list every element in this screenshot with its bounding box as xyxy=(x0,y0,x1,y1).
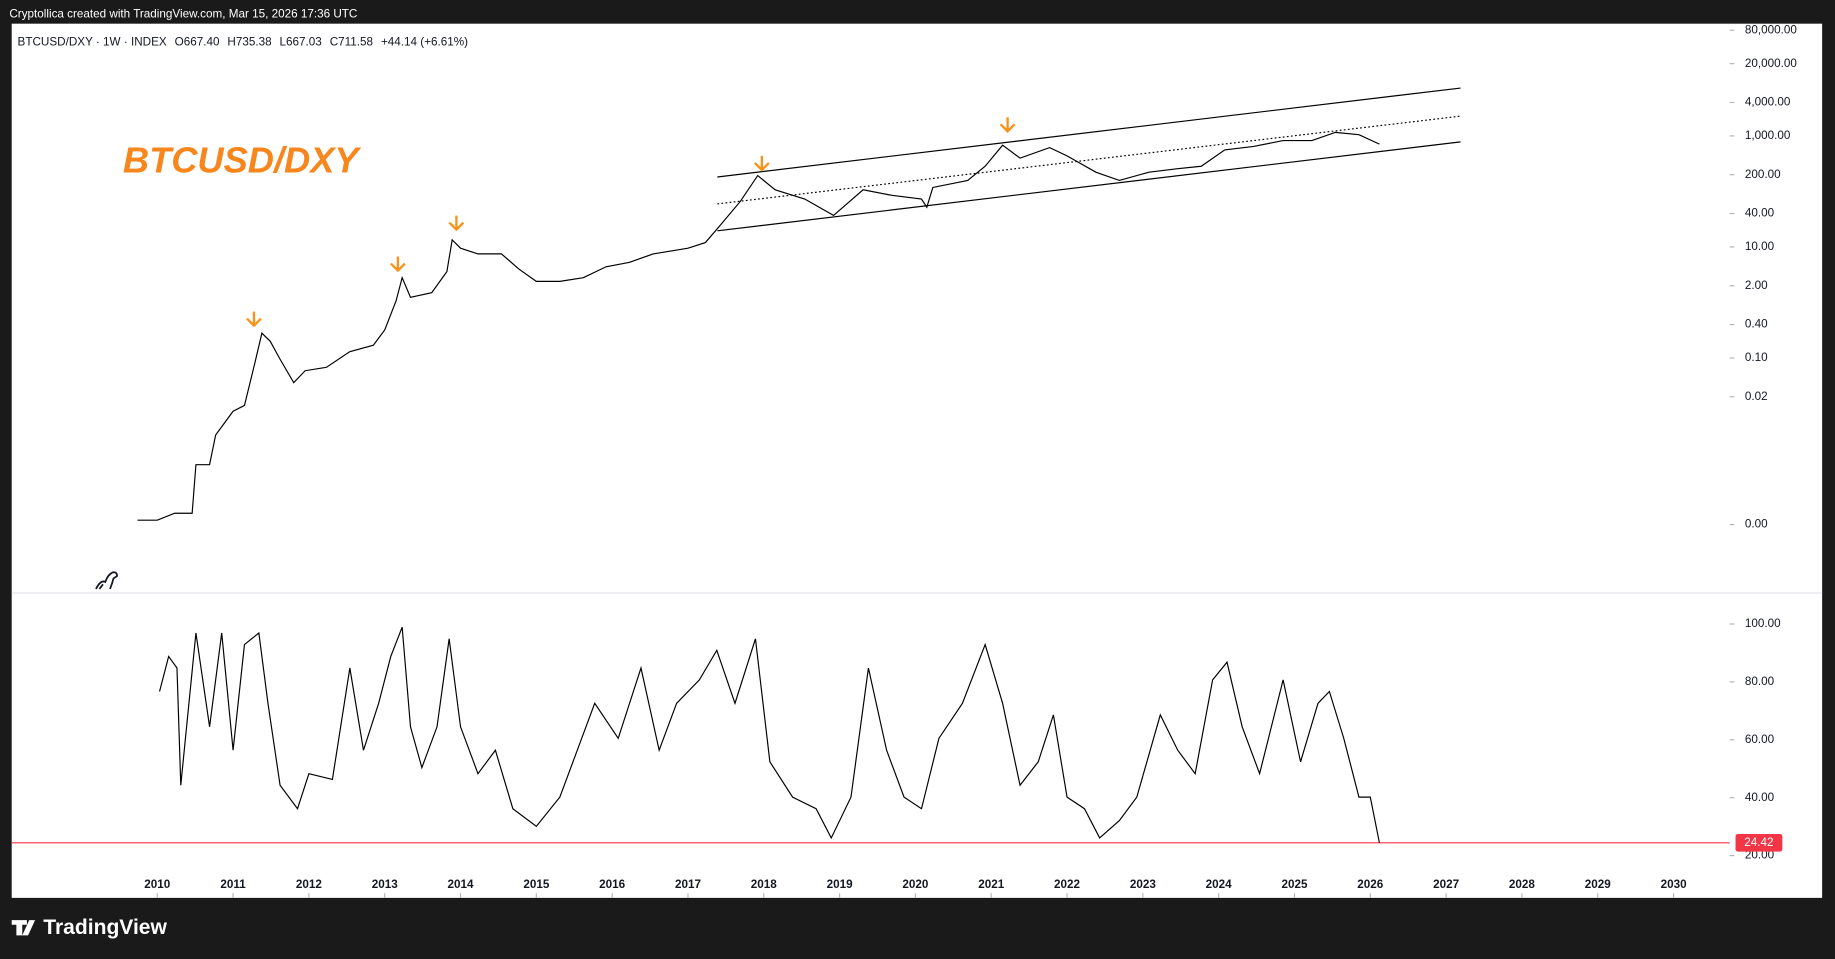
logo-mark xyxy=(11,920,36,936)
y-tick-label: 0.10 xyxy=(1745,351,1768,364)
y-tick-label: 0.40 xyxy=(1745,318,1768,331)
legend-line: BTCUSD/DXY · 1W · INDEX O667.40 H735.38 … xyxy=(18,35,469,48)
y-tick-label: 40.00 xyxy=(1745,791,1775,804)
x-tick-label: 2014 xyxy=(448,878,475,891)
x-tick-label: 2024 xyxy=(1206,878,1233,891)
channel-mid xyxy=(717,115,1461,205)
y-tick-label: 4,000.00 xyxy=(1745,96,1791,109)
y-tick-label: 10.00 xyxy=(1745,240,1775,253)
x-tick-label: 2026 xyxy=(1357,878,1384,891)
channel-lower xyxy=(717,141,1461,232)
arrow xyxy=(390,256,406,273)
x-tick-label: 2016 xyxy=(599,878,626,891)
y-tick-label: 80,000.00 xyxy=(1745,23,1797,36)
brand: TradingView xyxy=(43,916,167,939)
channel-upper xyxy=(717,87,1461,178)
channel xyxy=(717,87,1461,232)
y-tick-label: 20,000.00 xyxy=(1745,57,1797,70)
x-tick-label: 2018 xyxy=(751,878,778,891)
x-tick-label: 2015 xyxy=(523,878,550,891)
x-tick-label: 2017 xyxy=(675,878,701,891)
chart-area xyxy=(11,23,1823,898)
open: O667.40 xyxy=(175,35,220,48)
y-tick-label: 2.00 xyxy=(1745,279,1768,292)
change: +44.14 (+6.61%) xyxy=(381,35,468,48)
x-tick-label: 2010 xyxy=(144,878,171,891)
arrow xyxy=(448,215,465,232)
y-tick-label: 40.00 xyxy=(1745,207,1775,220)
level-badge xyxy=(1735,834,1783,852)
plot: 0.00 0.02 0.10 0.40 2.00 10.00 40.00 200.00 1,00… xyxy=(11,23,1797,898)
close: C711.58 xyxy=(330,35,373,48)
low: L667.03 xyxy=(280,35,322,48)
dino-icon xyxy=(95,571,118,590)
x-tick-label: 2030 xyxy=(1661,878,1688,891)
x-tick-label: 2028 xyxy=(1509,878,1536,891)
x-tick-label: 2021 xyxy=(978,878,1005,891)
series-line xyxy=(158,626,1380,843)
y-tick-label: 200.00 xyxy=(1745,168,1781,181)
x-tick-label: 2025 xyxy=(1281,878,1308,891)
y-tick-label: 0.02 xyxy=(1745,390,1768,403)
x-tick-label: 2019 xyxy=(827,878,854,891)
y-tick-label: 1,000.00 xyxy=(1745,129,1791,142)
x-tick-label: 2013 xyxy=(372,878,399,891)
annotation: BTCUSD/DXY xyxy=(123,140,362,181)
x-tick-label: 2020 xyxy=(902,878,929,891)
arrow xyxy=(754,155,770,172)
x-tick-label: 2023 xyxy=(1130,878,1157,891)
arrow xyxy=(999,117,1016,133)
x-tick-label: 2022 xyxy=(1054,878,1081,891)
y-tick-label: 60.00 xyxy=(1745,733,1775,746)
level-label: 24.42 xyxy=(1744,836,1773,849)
x-tick-label: 2029 xyxy=(1585,878,1612,891)
series-line xyxy=(137,131,1380,521)
symbol: BTCUSD/DXY · 1W · INDEX xyxy=(18,35,167,48)
x-tick-label: 2011 xyxy=(220,878,246,891)
y-tick-label: 20.00 xyxy=(1745,849,1775,862)
credit: Cryptollica created with TradingView.com… xyxy=(9,7,357,20)
x-tick-label: 2027 xyxy=(1433,878,1459,891)
arrow xyxy=(246,311,262,328)
y-tick-label: 80.00 xyxy=(1745,675,1775,688)
high: H735.38 xyxy=(227,35,271,48)
x-tick-label: 2012 xyxy=(296,878,323,891)
peak-arrows xyxy=(246,117,1016,328)
y-tick-label: 100.00 xyxy=(1745,617,1781,630)
y-tick-label: 0.00 xyxy=(1745,518,1768,531)
